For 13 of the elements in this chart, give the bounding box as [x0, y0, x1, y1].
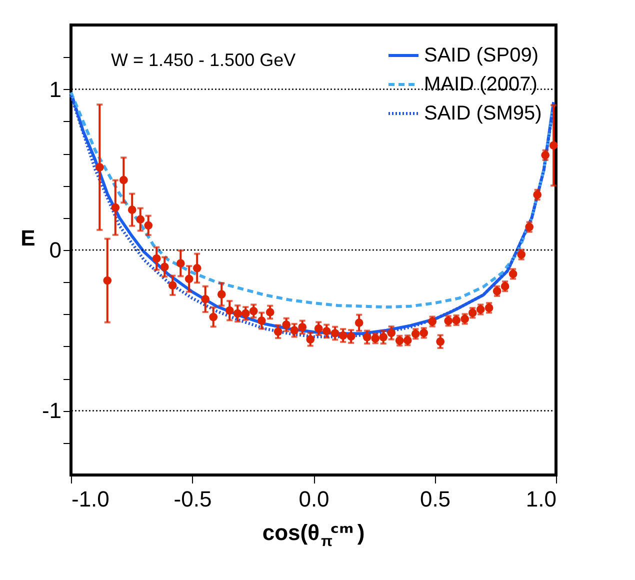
legend-label: SAID (SM95)	[424, 102, 542, 124]
x-tick-label: 1.0	[526, 486, 556, 512]
legend-label: MAID (2007)	[424, 74, 538, 96]
y-tick-label: 1	[49, 76, 62, 102]
legend-label: SAID (SP09)	[424, 44, 538, 66]
y-tick-label: 0	[49, 238, 62, 262]
annotation: W = 1.450 - 1.500 GeV	[111, 50, 296, 70]
x-tick-label: -1.0	[72, 486, 110, 512]
y-axis-title: E	[20, 226, 36, 250]
x-tick-label: 0.5	[420, 486, 451, 512]
x-tick-label: 0.0	[298, 486, 330, 512]
x-tick-label: -0.5	[174, 486, 212, 512]
y-tick-label: -1	[42, 398, 62, 424]
